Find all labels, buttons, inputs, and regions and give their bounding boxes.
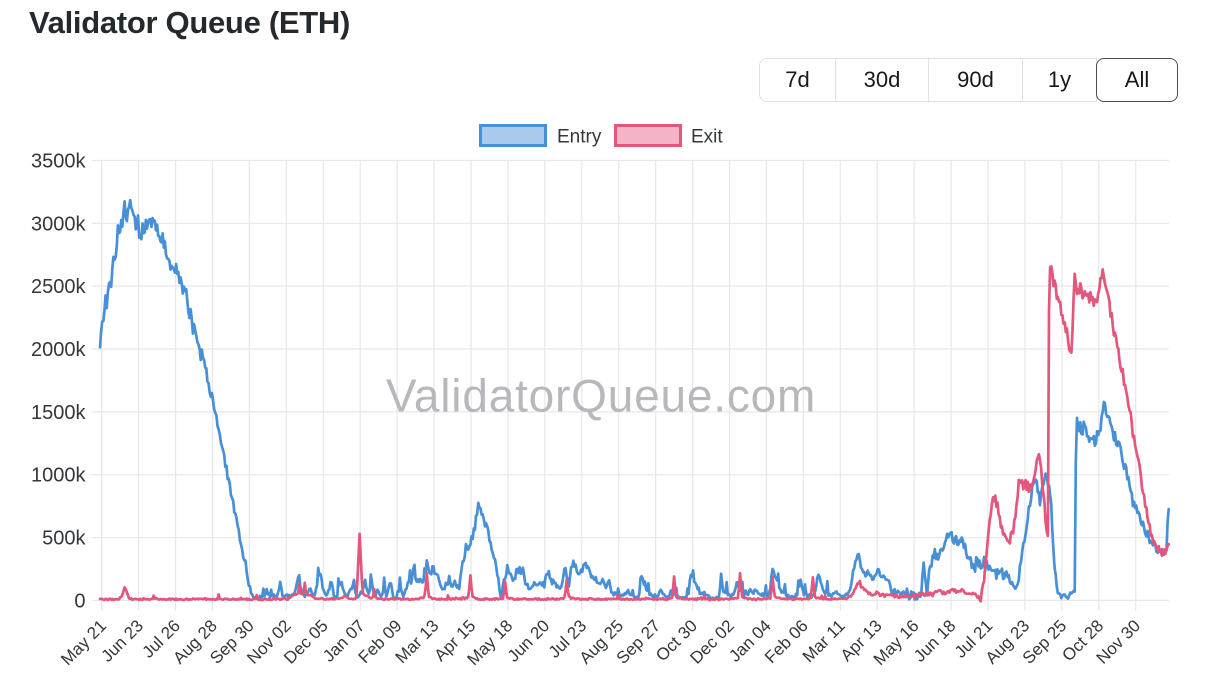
svg-text:May 21: May 21 — [57, 616, 110, 669]
svg-text:Jun 18: Jun 18 — [910, 616, 960, 666]
svg-text:Exit: Exit — [691, 127, 723, 148]
svg-text:Mar 11: Mar 11 — [799, 616, 849, 666]
svg-text:Jun 23: Jun 23 — [97, 616, 147, 666]
svg-text:2000k: 2000k — [31, 339, 86, 361]
svg-text:1000k: 1000k — [31, 465, 86, 487]
svg-text:3000k: 3000k — [31, 213, 86, 235]
svg-text:Jun 20: Jun 20 — [504, 616, 554, 666]
svg-text:0: 0 — [74, 590, 85, 612]
svg-text:500k: 500k — [42, 528, 86, 550]
svg-text:1500k: 1500k — [31, 402, 86, 424]
svg-text:3500k: 3500k — [31, 150, 86, 172]
svg-text:Entry: Entry — [557, 127, 602, 148]
svg-text:ValidatorQueue.com: ValidatorQueue.com — [386, 370, 816, 422]
svg-text:2500k: 2500k — [31, 276, 86, 298]
